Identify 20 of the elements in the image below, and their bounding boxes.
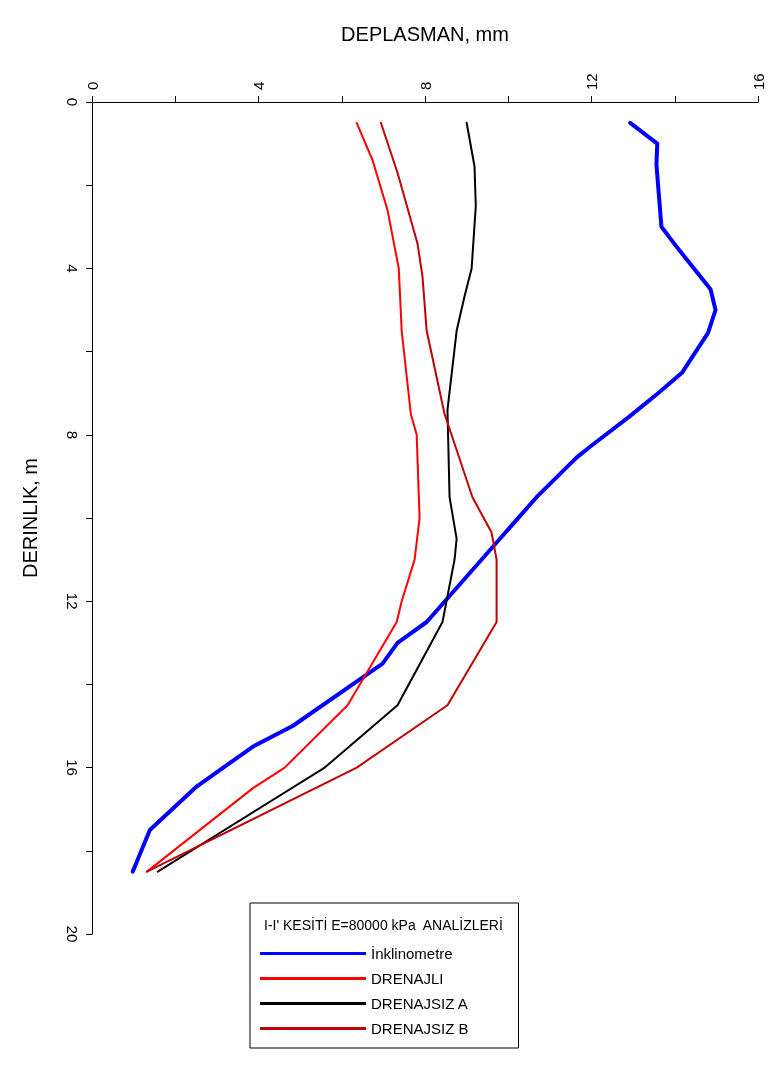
text: DRENAJSIZ B [371,1020,469,1037]
line-series [130,120,718,874]
x-tick-label: 4 [250,81,267,90]
legend-title: I-I' KESİTİ E=80000 kPa ANALİZLERİ [264,916,503,933]
y-tick-label: 4 [64,264,81,273]
y-axis-title: DERINLIK, m [19,457,41,579]
x-axis-title: DEPLASMAN, mm [341,23,509,45]
y-tick-label: 0 [64,97,81,107]
x-tick-label: 8 [416,81,434,90]
y-tick-label: 8 [64,430,81,439]
x-tick-label: 0 [83,81,101,90]
x-tick-label: 16 [749,73,767,90]
line-series [145,121,421,873]
y-tick-label: 16 [64,759,81,776]
text: DRENAJSIZ A [371,995,468,1012]
text: DRENAJLI [371,970,444,987]
y-tick-label: 12 [64,592,81,610]
x-tick-label: 12 [583,73,600,90]
text: İnklinometre [371,945,453,962]
y-tick-label: 20 [64,925,81,943]
